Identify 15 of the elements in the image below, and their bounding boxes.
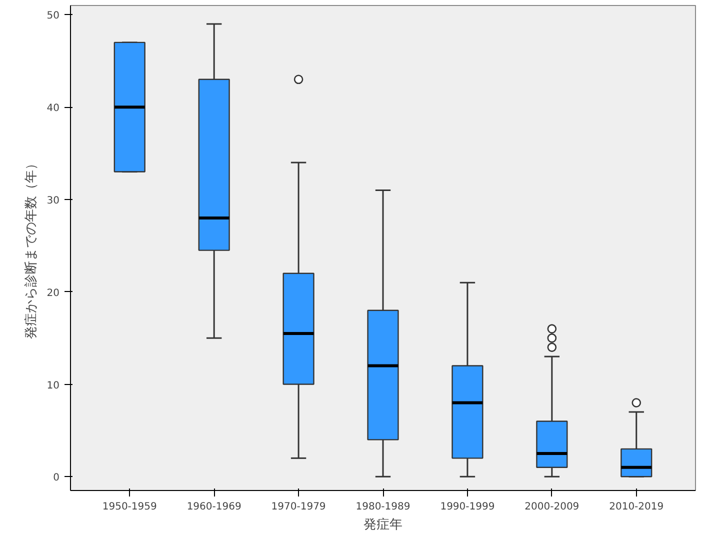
y-tick-label: 20: [46, 288, 60, 299]
y-tick-label: 50: [46, 10, 60, 22]
y-tick-label: 10: [46, 380, 60, 392]
x-tick-label: 1950-1959: [102, 502, 157, 512]
y-axis-title: 発症から診断までの年数（年）: [24, 157, 39, 339]
y-tick-label: 40: [46, 103, 60, 114]
y-tick-label: 0: [53, 472, 60, 484]
x-tick-label: 1980-1989: [356, 502, 410, 512]
x-axis-title: 発症年: [364, 518, 402, 532]
x-tick-label: 2000-2009: [524, 502, 580, 512]
y-tick-label: 30: [46, 196, 60, 206]
x-tick-label: 1960-1969: [186, 502, 242, 512]
x-tick-label: 1970-1979: [271, 502, 326, 512]
x-tick-label: 2010-2019: [609, 502, 664, 512]
x-tick-label: 1990-1999: [440, 502, 495, 512]
